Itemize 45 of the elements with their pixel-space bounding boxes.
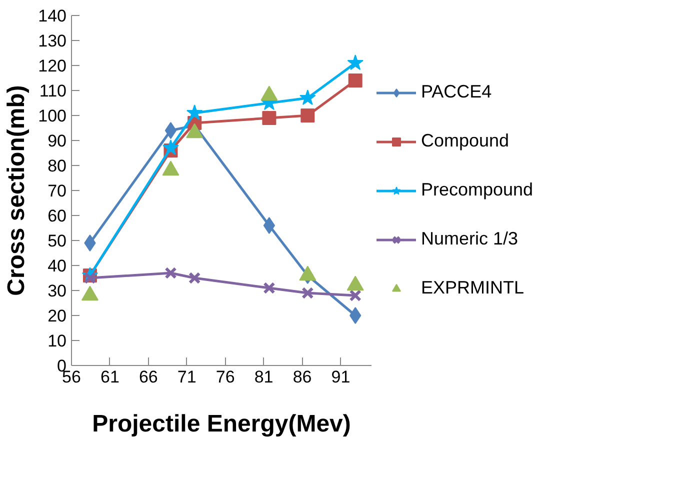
y-tick-label: 70 <box>48 182 67 200</box>
point <box>347 54 364 70</box>
y-tick-label: 90 <box>48 132 67 150</box>
x-tick-label: 81 <box>254 368 274 386</box>
x-tick-label: 61 <box>100 368 120 386</box>
y-tick-label: 20 <box>48 306 67 326</box>
legend-label: EXPRMINTL <box>421 278 524 298</box>
x-tick-label: 76 <box>216 368 235 386</box>
point <box>300 90 316 105</box>
point <box>84 234 96 252</box>
y-tick-label: 110 <box>39 82 67 100</box>
legend-label: Compound <box>421 130 510 152</box>
y-tick-label: 10 <box>48 332 67 350</box>
point <box>262 111 276 125</box>
point <box>162 140 179 155</box>
x-axis-title: Projectile Energy(Mev) <box>92 410 351 438</box>
point <box>302 286 314 300</box>
point <box>263 217 276 234</box>
point <box>164 122 177 139</box>
point <box>348 74 362 88</box>
legend-label: PACCE4 <box>421 82 492 102</box>
point <box>188 272 201 284</box>
y-tick-label: 50 <box>48 232 67 250</box>
y-tick-label: 140 <box>38 6 67 26</box>
y-tick-label: 60 <box>48 206 67 226</box>
y-tick-label: 80 <box>48 156 67 176</box>
point <box>350 307 362 324</box>
legend-label: Precompound <box>421 180 534 200</box>
x-tick-label: 91 <box>331 368 350 386</box>
y-tick-label: 40 <box>48 256 67 276</box>
point <box>84 272 96 284</box>
point <box>263 282 276 294</box>
y-axis-title: Cross section(mb) <box>3 85 30 296</box>
x-tick-label: 66 <box>138 368 158 386</box>
legend-label: Numeric 1/3 <box>421 228 518 250</box>
point <box>349 289 362 302</box>
y-tick-label: 30 <box>48 282 67 300</box>
x-tick-label: 71 <box>177 368 196 386</box>
point <box>186 104 203 120</box>
y-tick-label: 100 <box>38 106 67 126</box>
y-tick-label: 130 <box>38 32 67 50</box>
x-tick-label: 86 <box>292 368 312 386</box>
point <box>300 108 315 122</box>
y-tick-label: 120 <box>38 56 67 76</box>
point <box>164 266 177 280</box>
